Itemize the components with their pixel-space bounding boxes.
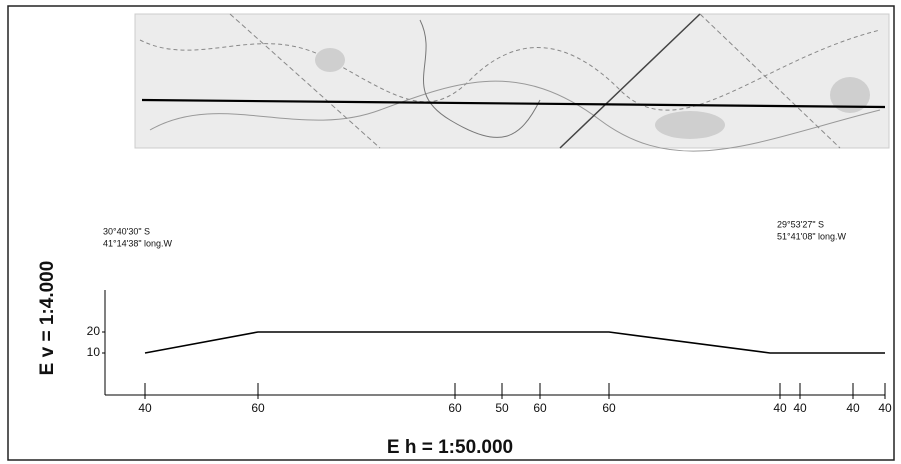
page: {"chart_data": {"type": "line", "scale_v… (0, 0, 901, 464)
coord-label: 30°40'30" S (103, 226, 150, 236)
profile-line (145, 332, 885, 353)
chart: E v = 1:4.000 E h = 1:50.000 30°40'30" S… (0, 0, 901, 464)
coord-label: 51°41'08" long.W (777, 231, 847, 241)
y-tick-label: 20 (87, 324, 101, 338)
x-tick-label: 40 (138, 401, 152, 415)
x-tick-label: 40 (878, 401, 892, 415)
x-tick-label: 40 (793, 401, 807, 415)
horizontal-scale: E h = 1:50.000 (387, 437, 513, 458)
x-tick-label: 60 (448, 401, 462, 415)
x-tick-label: 60 (602, 401, 616, 415)
x-tick-label: 60 (533, 401, 547, 415)
map-strip (135, 14, 889, 151)
x-tick-label: 40 (846, 401, 860, 415)
y-tick-label: 10 (87, 345, 101, 359)
vertical-scale: E v = 1:4.000 (37, 261, 58, 376)
x-tick-label: 60 (251, 401, 265, 415)
coord-label: 29°53'27" S (777, 219, 824, 229)
x-tick-label: 40 (773, 401, 787, 415)
x-tick-label: 50 (495, 401, 509, 415)
coord-label: 41°14'38" long.W (103, 238, 173, 248)
